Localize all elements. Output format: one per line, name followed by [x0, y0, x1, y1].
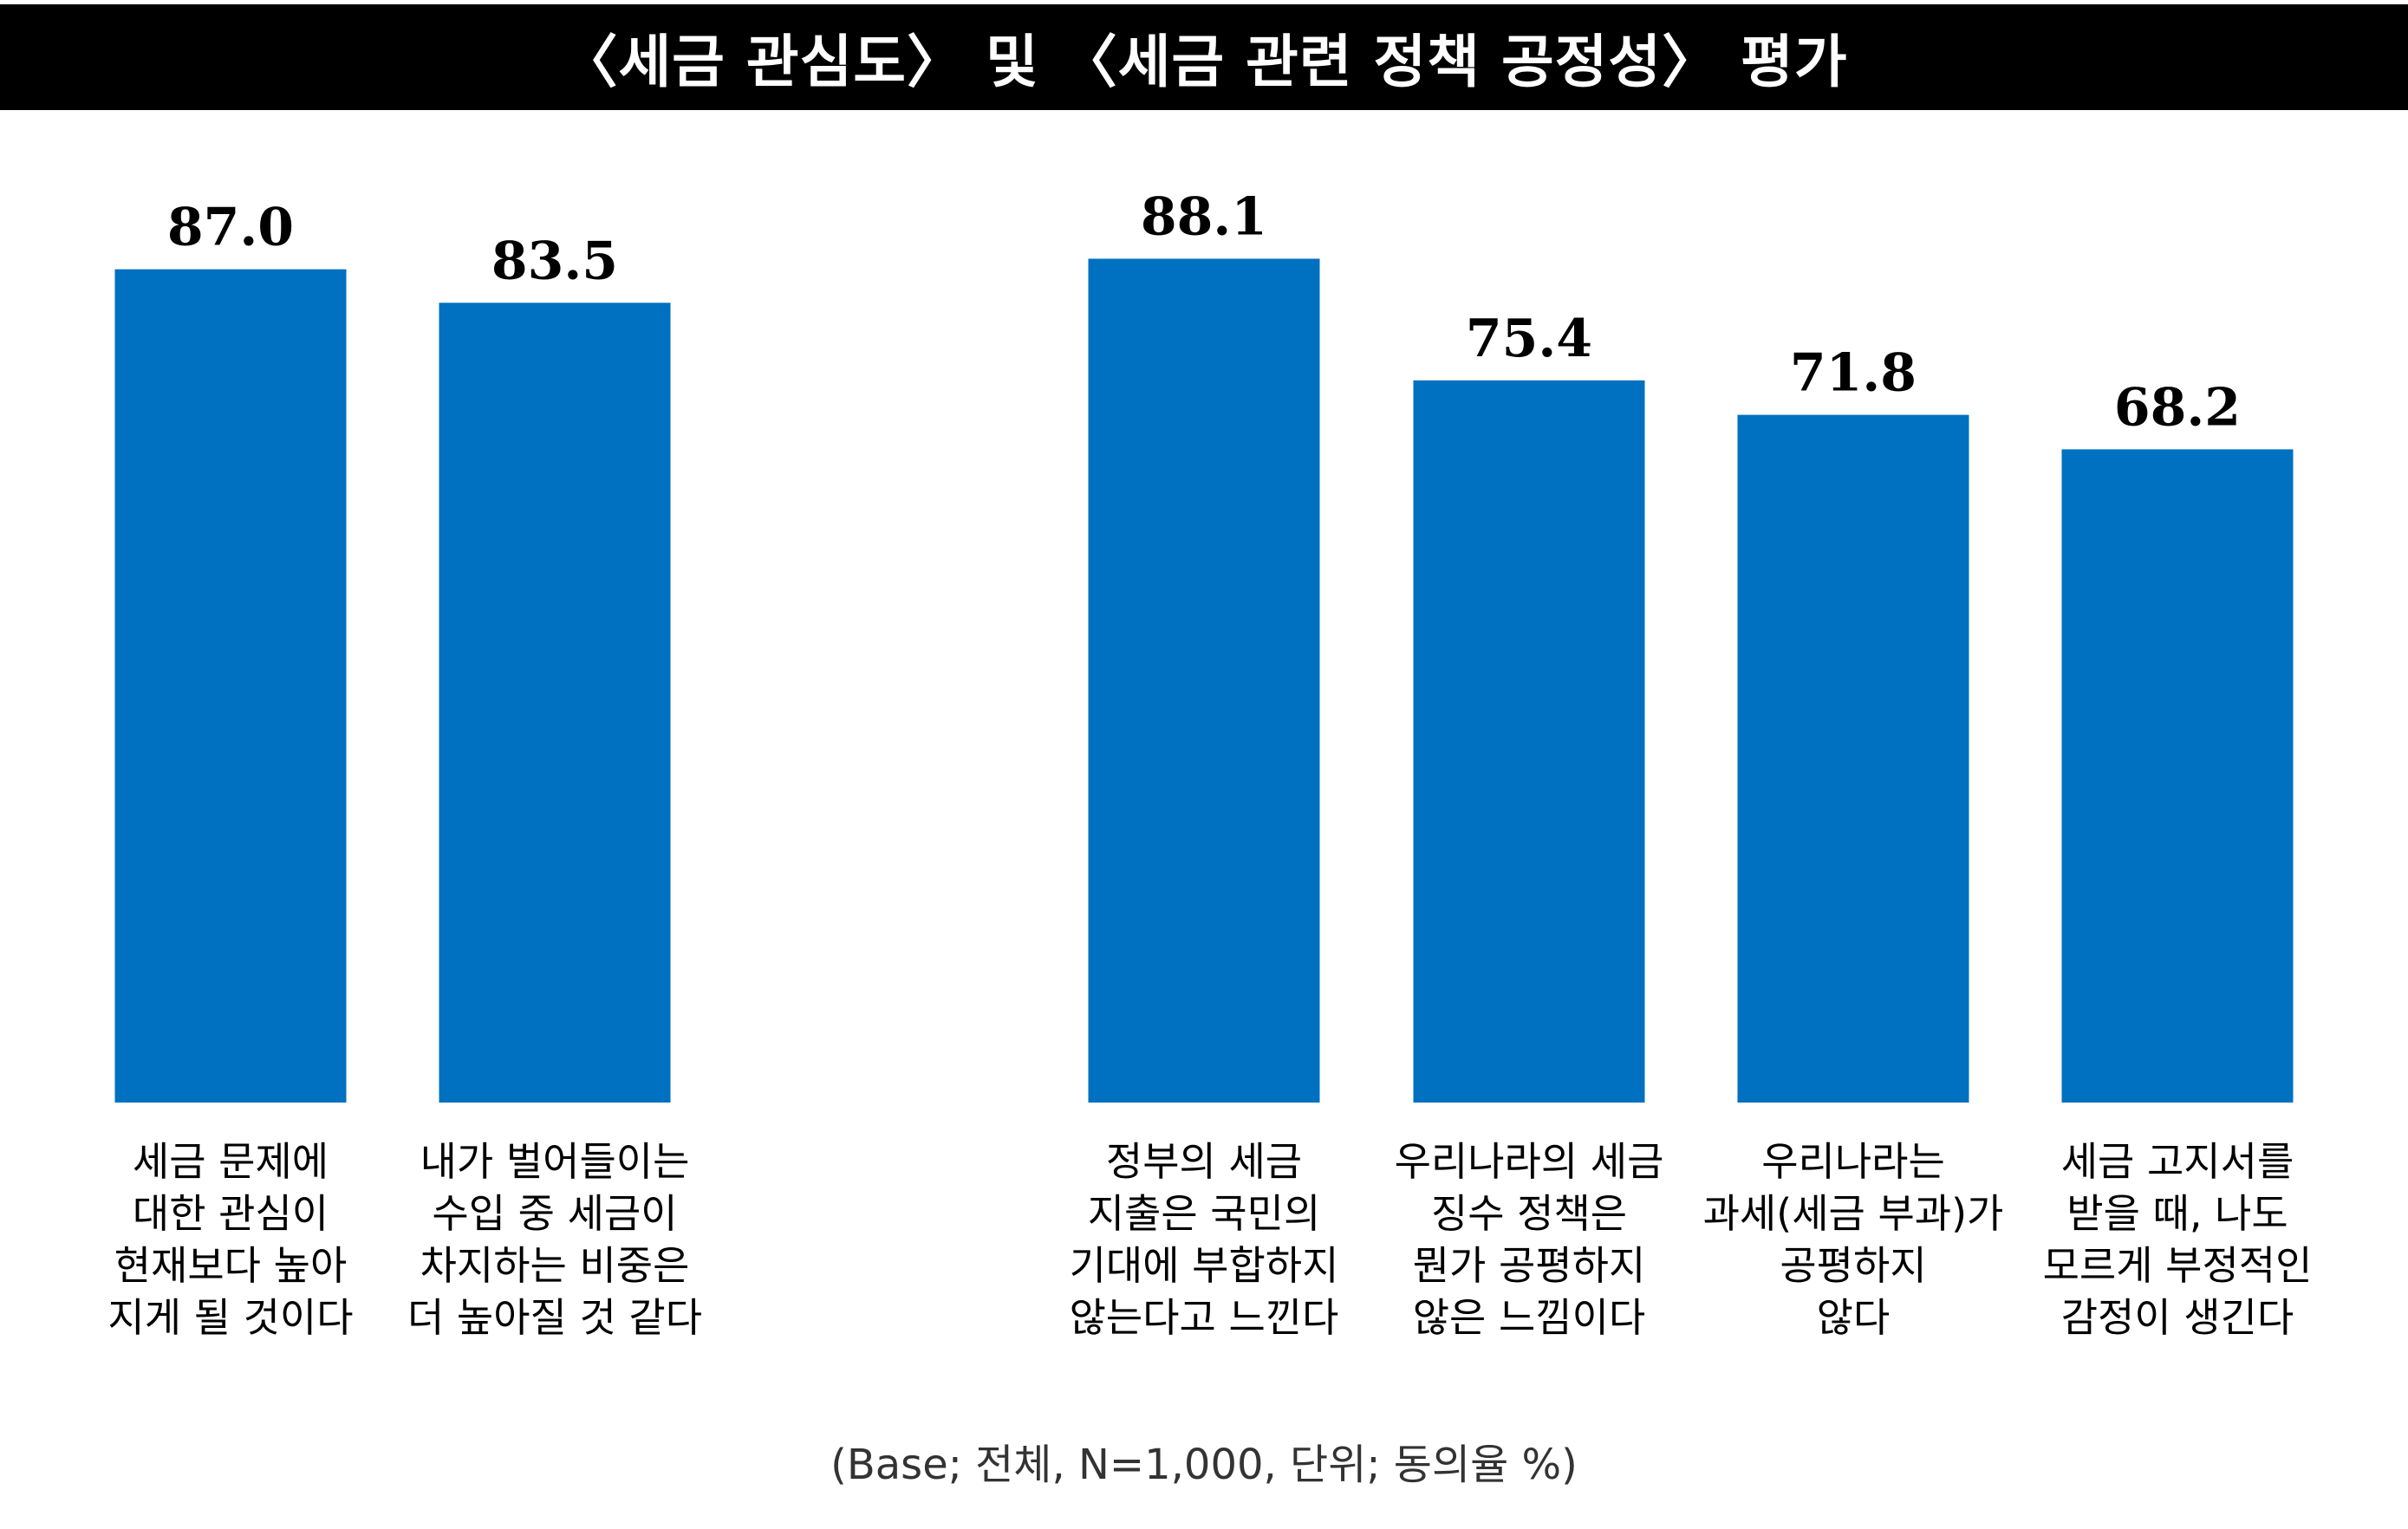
category-label: 공평하지: [1780, 1242, 1926, 1289]
category-label: 않다: [1817, 1294, 1891, 1341]
category-label: 지출은 국민의: [1088, 1190, 1321, 1237]
bar: [1737, 414, 1969, 1103]
category-label: 받을 때, 나도: [2066, 1190, 2288, 1237]
category-label: 징수 정책은: [1431, 1190, 1627, 1237]
data-label: 87.0: [167, 198, 294, 258]
category-label: 수입 중 세금이: [432, 1190, 677, 1237]
category-label: 우리나라의 세금: [1395, 1138, 1664, 1185]
data-label: 71.8: [1790, 343, 1917, 404]
category-label: 지게 될 것이다: [107, 1294, 353, 1341]
footnote: (Base; 전체, N=1,000, 단위; 동의율 %): [830, 1441, 1578, 1489]
category-label: 세금 고지서를: [2061, 1138, 2294, 1185]
data-label: 68.2: [2114, 377, 2241, 438]
category-label: 감정이 생긴다: [2061, 1294, 2294, 1341]
category-label: 차지하는 비중은: [420, 1242, 690, 1289]
title-bar: 〈세금 관심도〉 및 〈세금 관련 정책 공정성〉 평가: [0, 4, 2408, 110]
category-label: 현재보다 높아: [114, 1242, 348, 1289]
category-label: 과세(세금 부과)가: [1703, 1190, 2004, 1237]
category-label: 대한 관심이: [133, 1190, 329, 1237]
category-label: 우리나라는: [1761, 1138, 1945, 1185]
category-label: 내가 벌어들이는: [420, 1138, 690, 1185]
category-label: 세금 문제에: [133, 1138, 329, 1185]
category-label: 기대에 부합하지: [1070, 1242, 1339, 1289]
bar: [2061, 449, 2294, 1103]
data-label: 75.4: [1466, 309, 1592, 369]
category-label: 않은 느낌이다: [1413, 1294, 1646, 1341]
bar: [1088, 258, 1320, 1103]
chart-title: 〈세금 관심도〉 및 〈세금 관련 정책 공정성〉 평가: [560, 29, 1848, 95]
category-label: 모르게 부정적인: [2043, 1242, 2313, 1289]
data-label: 83.5: [491, 231, 618, 291]
category-label: 않는다고 느낀다: [1070, 1294, 1339, 1341]
category-label: 더 높아질 것 같다: [407, 1294, 702, 1341]
data-label: 88.1: [1141, 186, 1267, 247]
bar: [439, 303, 671, 1103]
category-label: 정부의 세금: [1106, 1138, 1302, 1185]
bar: [1413, 380, 1645, 1103]
bar: [114, 269, 347, 1103]
category-label: 뭔가 공평하지: [1413, 1242, 1646, 1289]
